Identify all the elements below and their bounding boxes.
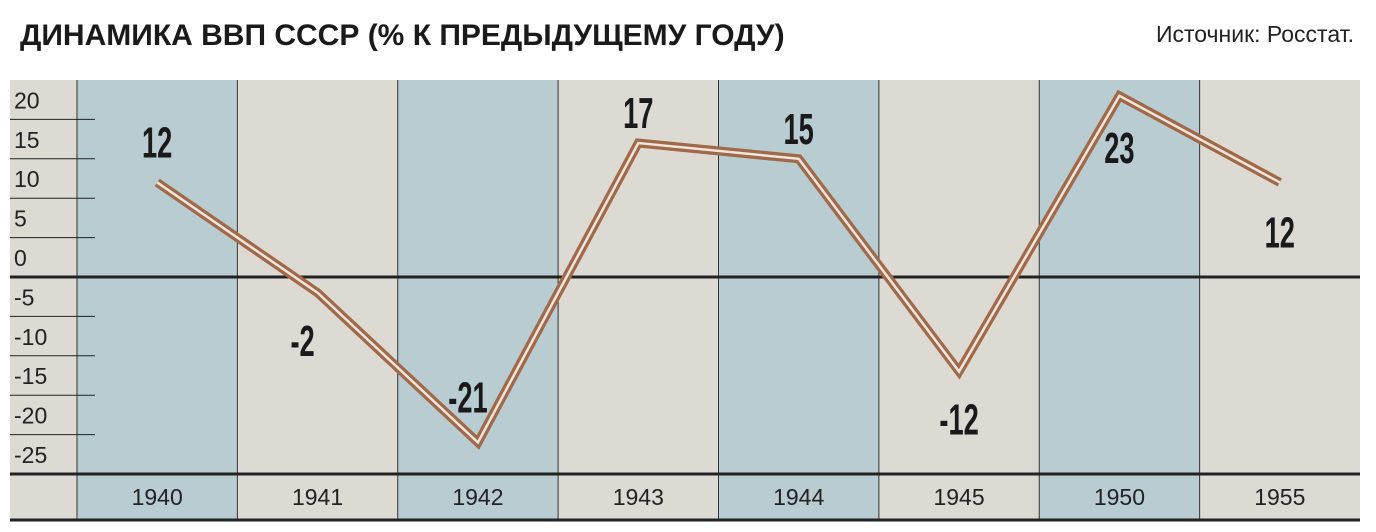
- x-tick-label: 1941: [292, 484, 343, 510]
- data-label: -21: [448, 373, 487, 422]
- column-band: [77, 80, 238, 520]
- data-label: 15: [784, 104, 814, 153]
- x-tick-label: 1945: [933, 484, 984, 510]
- y-tick-label: 5: [14, 206, 27, 232]
- data-label: -2: [290, 316, 314, 365]
- data-label: -12: [939, 395, 978, 444]
- chart-title: ДИНАМИКА ВВП СССР (% К ПРЕДЫДУЩЕМУ ГОДУ): [20, 19, 785, 52]
- y-tick-label: 20: [14, 87, 40, 113]
- x-tick-label: 1944: [773, 484, 824, 510]
- x-tick-label: 1942: [452, 484, 503, 510]
- line-inner: [156, 94, 1281, 445]
- y-tick-label: -15: [14, 363, 47, 389]
- data-label: 23: [1104, 123, 1134, 172]
- x-tick-label: 1950: [1094, 484, 1145, 510]
- column-band: [1039, 80, 1200, 520]
- y-tick-label: 15: [14, 127, 40, 153]
- x-tick-label: 1940: [132, 484, 183, 510]
- y-tick-label: 0: [14, 245, 27, 271]
- data-label: 12: [1265, 208, 1295, 257]
- y-tick-label: -20: [14, 403, 47, 429]
- column-band: [397, 80, 559, 520]
- x-tick-label: 1943: [613, 484, 664, 510]
- y-tick-label: -25: [14, 442, 47, 468]
- y-tick-label: -5: [14, 284, 34, 310]
- y-tick-label: 10: [14, 166, 40, 192]
- x-tick-label: 1955: [1254, 484, 1305, 510]
- data-label: 12: [142, 118, 172, 167]
- y-tick-label: -10: [14, 324, 47, 350]
- data-label: 17: [623, 88, 653, 137]
- source: Источник: Росстат.: [1156, 21, 1354, 47]
